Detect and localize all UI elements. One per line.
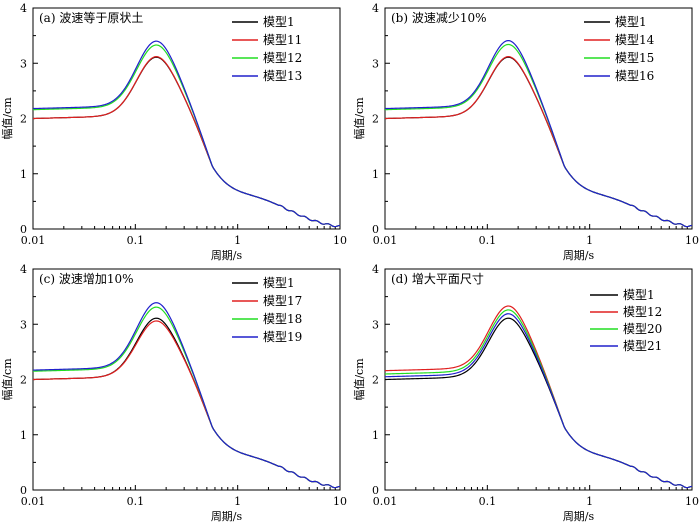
y-tick-label: 4 — [20, 2, 27, 15]
x-axis-title: 周期/s — [211, 510, 243, 523]
y-tick-label: 2 — [372, 113, 379, 126]
chart-panel-1: 0.01 0.1 1 10 0 1 2 3 4 周期/s 幅值/cm (a) 波速等于原状土 模型1 模型… — [1, 2, 347, 262]
legend-label: 模型21 — [623, 339, 662, 353]
y-tick-label: 0 — [20, 484, 27, 497]
x-tick-label: 0.01 — [21, 495, 46, 508]
x-tick-label: 1 — [234, 495, 241, 508]
y-tick-label: 1 — [372, 168, 379, 181]
legend-label: 模型11 — [263, 33, 302, 47]
y-tick-label: 3 — [20, 57, 27, 70]
chart-panel-3: 0.01 0.1 1 10 0 1 2 3 4 周期/s 幅值/cm (c) 波速增加10% 模型1 模型… — [1, 263, 347, 523]
legend-label: 模型1 — [263, 15, 295, 29]
legend-label: 模型1 — [623, 288, 655, 302]
y-tick-label: 2 — [372, 374, 379, 387]
x-tick-label: 10 — [333, 495, 347, 508]
y-tick-label: 1 — [20, 168, 27, 181]
legend-label: 模型12 — [623, 305, 662, 319]
y-tick-label: 1 — [372, 429, 379, 442]
x-tick-label: 1 — [234, 234, 241, 247]
y-tick-label: 0 — [372, 223, 379, 236]
x-tick-label: 10 — [333, 234, 347, 247]
legend-label: 模型19 — [263, 330, 302, 344]
plot-frame — [384, 268, 693, 491]
y-tick-label: 2 — [20, 113, 27, 126]
y-tick-label: 4 — [372, 263, 379, 276]
legend-label: 模型14 — [615, 33, 655, 47]
panel-title: (a) 波速等于原状土 — [39, 11, 143, 25]
y-tick-label: 3 — [372, 57, 379, 70]
series-line-4 — [32, 302, 341, 489]
x-tick-label: 0.01 — [21, 234, 46, 247]
x-tick-label: 0.01 — [373, 495, 398, 508]
legend-label: 模型13 — [263, 69, 302, 83]
panel-title: (d) 增大平面尺寸 — [391, 272, 484, 286]
legend-label: 模型20 — [623, 322, 662, 336]
y-axis-title: 幅值/cm — [1, 97, 14, 140]
y-tick-label: 3 — [372, 318, 379, 331]
y-axis-title: 幅值/cm — [1, 358, 14, 401]
x-tick-label: 1 — [586, 495, 593, 508]
series-line-4 — [384, 313, 693, 489]
y-tick-label: 0 — [372, 484, 379, 497]
x-tick-label: 0.01 — [373, 234, 398, 247]
x-tick-label: 10 — [685, 495, 699, 508]
x-tick-label: 0.1 — [479, 234, 497, 247]
y-tick-label: 0 — [20, 223, 27, 236]
legend-label: 模型1 — [615, 15, 647, 29]
legend-label: 模型1 — [263, 276, 295, 290]
x-tick-label: 0.1 — [479, 495, 497, 508]
y-tick-label: 4 — [20, 263, 27, 276]
y-tick-label: 1 — [20, 429, 27, 442]
series-line-4 — [32, 40, 341, 228]
x-axis-title: 周期/s — [563, 510, 595, 523]
x-tick-label: 1 — [586, 234, 593, 247]
legend-label: 模型12 — [263, 51, 302, 65]
series-line-3 — [384, 309, 693, 489]
series-line-2 — [32, 320, 341, 489]
x-tick-label: 10 — [685, 234, 699, 247]
x-axis-title: 周期/s — [563, 249, 595, 262]
x-axis-title: 周期/s — [211, 249, 243, 262]
y-tick-label: 2 — [20, 374, 27, 387]
panel-title: (c) 波速增加10% — [39, 272, 134, 286]
series-line-4 — [384, 40, 693, 228]
x-tick-label: 0.1 — [127, 495, 145, 508]
x-tick-label: 0.1 — [127, 234, 145, 247]
legend-label: 模型18 — [263, 312, 302, 326]
panel-title: (b) 波速减少10% — [391, 11, 487, 25]
y-axis-title: 幅值/cm — [353, 358, 366, 401]
y-tick-label: 3 — [20, 318, 27, 331]
legend-label: 模型17 — [263, 294, 302, 308]
chart-panel-2: 0.01 0.1 1 10 0 1 2 3 4 周期/s 幅值/cm (b) 波速减少10% 模型1 模型… — [353, 2, 699, 262]
y-tick-label: 4 — [372, 2, 379, 15]
legend-label: 模型15 — [615, 51, 654, 65]
legend-label: 模型16 — [615, 69, 654, 83]
y-axis-title: 幅值/cm — [353, 97, 366, 140]
